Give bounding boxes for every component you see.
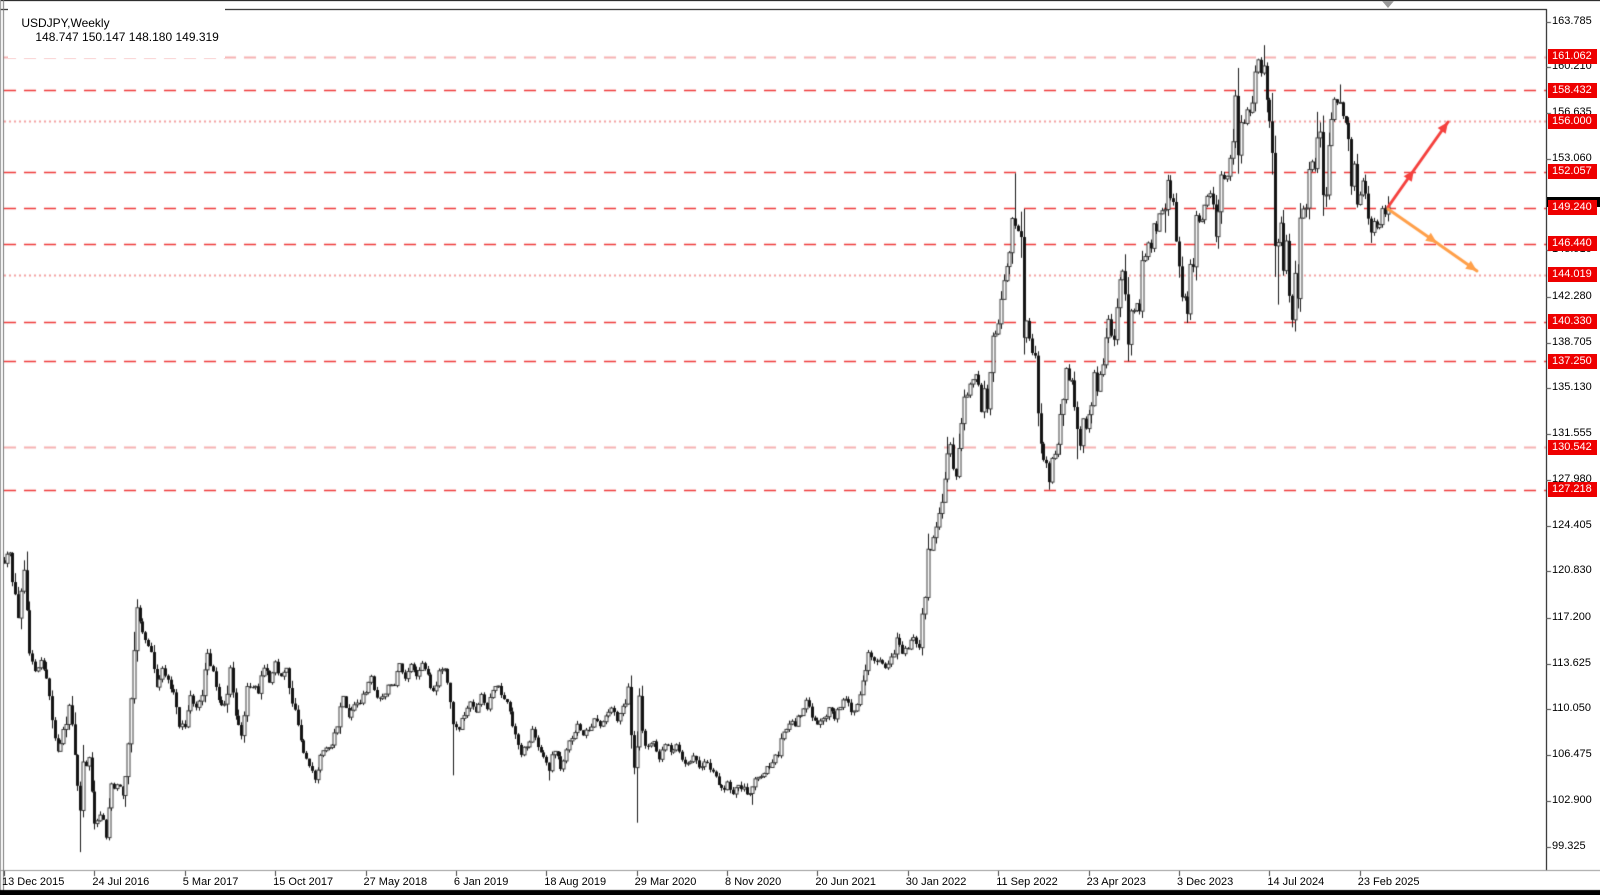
date-tick-label: 23 Apr 2023 bbox=[1086, 876, 1146, 888]
price-tick-label: 142.280 bbox=[1552, 289, 1592, 302]
date-tick-label: 27 May 2018 bbox=[363, 876, 428, 888]
price-tick-label: 127.980 bbox=[1552, 472, 1592, 485]
price-tick-label: 117.200 bbox=[1552, 610, 1591, 623]
date-tick-label: 23 Feb 2025 bbox=[1357, 876, 1420, 888]
date-tick-label: 15 Oct 2017 bbox=[273, 876, 334, 888]
date-tick-label: 30 Jan 2022 bbox=[905, 876, 967, 888]
price-tick-label: 110.050 bbox=[1552, 702, 1591, 715]
price-level-badge: 152.057 bbox=[1548, 164, 1597, 180]
price-level-badge: 137.250 bbox=[1548, 353, 1597, 369]
price-level-badge: 146.440 bbox=[1548, 236, 1597, 252]
price-level-badge: 144.019 bbox=[1548, 267, 1597, 283]
price-level-badge: 149.240 bbox=[1548, 200, 1597, 216]
price-level-badge: 158.432 bbox=[1548, 82, 1597, 98]
date-tick-label: 18 Aug 2019 bbox=[544, 876, 607, 888]
price-tick-label: 163.785 bbox=[1552, 14, 1592, 27]
chart-title: USDJPY,Weekly 148.747 150.147 148.180 14… bbox=[8, 2, 225, 58]
price-level-badge: 161.062 bbox=[1548, 49, 1597, 65]
date-tick-label: 6 Jan 2019 bbox=[453, 876, 509, 888]
date-tick-label: 3 Dec 2023 bbox=[1176, 876, 1234, 888]
symbol-timeframe-label: USDJPY,Weekly bbox=[21, 16, 110, 30]
price-tick-label: 113.625 bbox=[1552, 656, 1591, 669]
price-tick-label: 153.060 bbox=[1552, 151, 1592, 164]
date-tick-label: 8 Nov 2020 bbox=[725, 876, 782, 888]
price-tick-label: 131.555 bbox=[1552, 427, 1592, 440]
price-tick-label: 102.900 bbox=[1552, 793, 1592, 806]
price-tick-label: 138.705 bbox=[1552, 335, 1592, 348]
ohlc-readout: 148.747 150.147 148.180 149.319 bbox=[35, 30, 219, 44]
chart-shift-triangle-icon[interactable] bbox=[1382, 1, 1394, 8]
price-level-badge: 140.330 bbox=[1548, 314, 1597, 330]
date-tick-label: 24 Jul 2016 bbox=[92, 876, 150, 888]
date-tick-label: 11 Sep 2022 bbox=[996, 876, 1058, 888]
price-tick-label: 106.475 bbox=[1552, 748, 1592, 761]
price-level-badge: 127.218 bbox=[1548, 482, 1597, 498]
price-level-badge: 130.542 bbox=[1548, 439, 1597, 455]
price-tick-label: 124.405 bbox=[1552, 518, 1592, 531]
price-tick-label: 120.830 bbox=[1552, 564, 1592, 577]
date-tick-label: 14 Jul 2024 bbox=[1267, 876, 1325, 888]
date-tick-label: 20 Jun 2021 bbox=[815, 876, 876, 888]
date-tick-label: 29 Mar 2020 bbox=[634, 876, 697, 888]
price-tick-label: 99.325 bbox=[1552, 839, 1586, 852]
date-tick-label: 5 Mar 2017 bbox=[182, 876, 239, 888]
price-level-badge: 156.000 bbox=[1548, 113, 1597, 129]
date-tick-label: 13 Dec 2015 bbox=[2, 876, 65, 888]
price-tick-label: 135.130 bbox=[1552, 381, 1592, 394]
